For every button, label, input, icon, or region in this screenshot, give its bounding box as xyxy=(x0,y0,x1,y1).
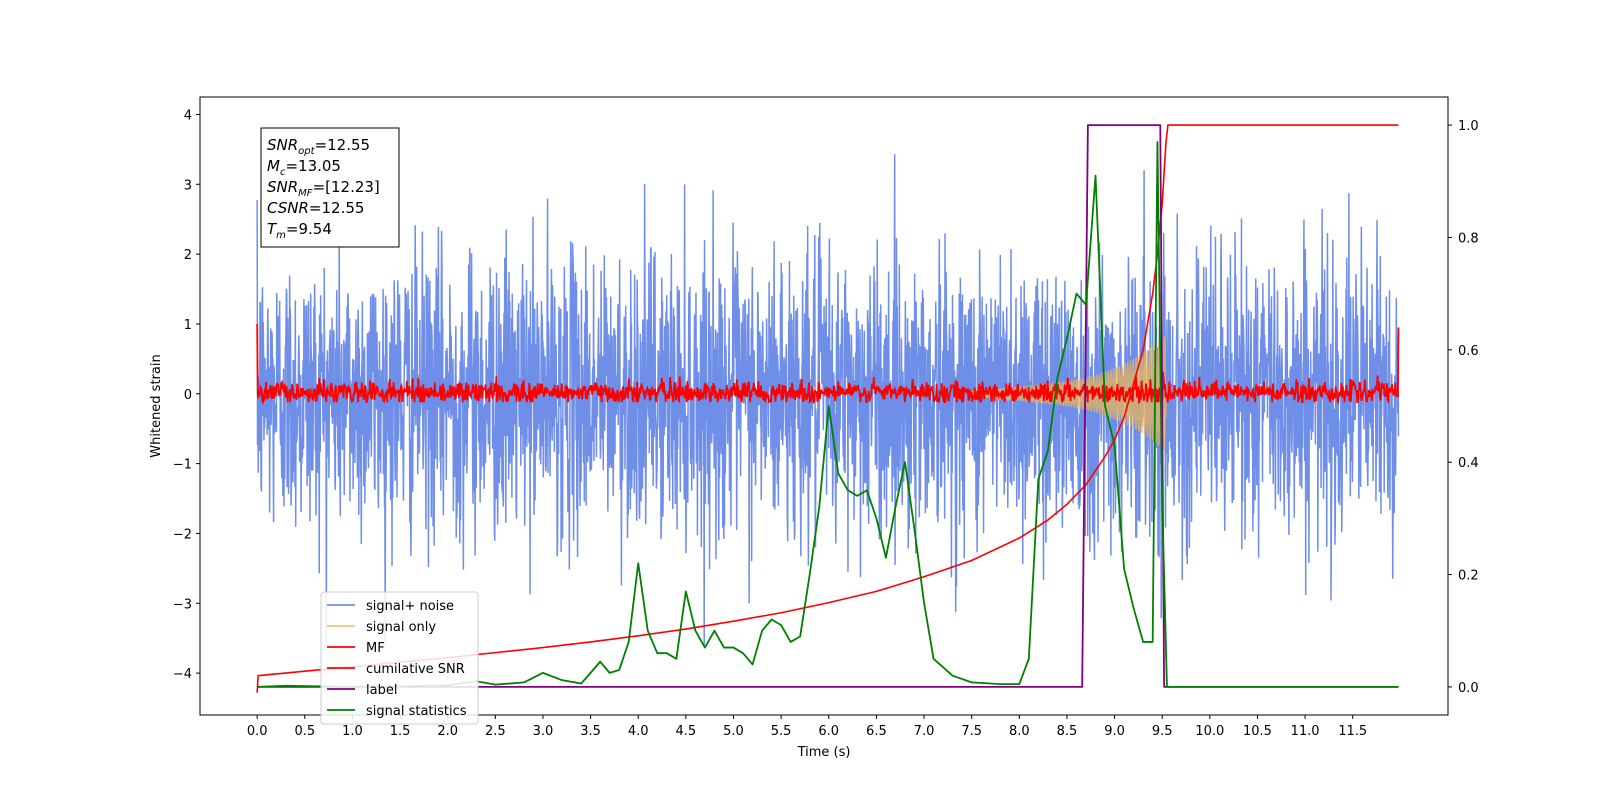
x-tick-label: 9.0 xyxy=(1104,724,1125,739)
y2-tick-label: 0.8 xyxy=(1458,231,1479,246)
y-tick-label: 4 xyxy=(184,108,192,123)
annotation-line: SNRopt=12.55 xyxy=(267,136,370,157)
x-tick-label: 11.0 xyxy=(1291,724,1320,739)
x-tick-label: 6.5 xyxy=(866,724,887,739)
annotation-line: Mc=13.05 xyxy=(267,157,341,178)
x-tick-label: 5.5 xyxy=(771,724,792,739)
legend-label: signal only xyxy=(366,620,436,635)
metrics-annotation-box: SNRopt=12.55Mc=13.05SNRMF=[12.23]CSNR=12… xyxy=(260,127,400,248)
x-tick-label: 2.5 xyxy=(485,724,506,739)
y-tick-label: −3 xyxy=(173,597,192,612)
y2-tick-label: 0.4 xyxy=(1458,456,1479,471)
y2-tick-label: 0.0 xyxy=(1458,681,1479,696)
y-tick-label: 1 xyxy=(184,318,192,333)
y-tick-label: 3 xyxy=(184,178,192,193)
series-mf xyxy=(256,323,1400,405)
x-tick-label: 0.0 xyxy=(247,724,268,739)
x-tick-label: 10.5 xyxy=(1243,724,1272,739)
annotation-line: Tm=9.54 xyxy=(267,220,332,241)
series-signal-statistics xyxy=(257,141,1399,688)
x-tick-label: 10.0 xyxy=(1195,724,1224,739)
x-tick-label: 3.5 xyxy=(580,724,601,739)
x-tick-label: 4.5 xyxy=(676,724,697,739)
y2-tick-label: 0.6 xyxy=(1458,344,1479,359)
y-tick-label: 2 xyxy=(184,248,192,263)
x-tick-label: 5.0 xyxy=(723,724,744,739)
x-tick-label: 2.0 xyxy=(437,724,458,739)
y-tick-label: −2 xyxy=(173,527,192,542)
x-tick-label: 4.0 xyxy=(628,724,649,739)
y2-tick-label: 0.2 xyxy=(1458,569,1479,584)
series-signal-noise xyxy=(256,154,1400,646)
legend-label: signal+ noise xyxy=(366,599,454,614)
annotation-line: CSNR=12.55 xyxy=(267,199,364,217)
y-axis-label: Whitened strain xyxy=(149,354,164,457)
x-tick-label: 8.5 xyxy=(1057,724,1078,739)
x-tick-label: 9.5 xyxy=(1152,724,1173,739)
x-tick-label: 3.0 xyxy=(533,724,554,739)
x-tick-label: 11.5 xyxy=(1338,724,1367,739)
y-tick-label: −4 xyxy=(173,667,192,682)
x-tick-label: 7.5 xyxy=(961,724,982,739)
legend: signal+ noise signal only MF cumilative SNR… xyxy=(320,591,479,725)
y-axis-right: 1.0 0.8 0.6 0.4 0.2 0.0 xyxy=(1448,119,1479,696)
x-tick-label: 8.0 xyxy=(1009,724,1030,739)
x-tick-label: 7.0 xyxy=(914,724,935,739)
y-axis-left: 4 3 2 1 0 −1 −2 −3 −4 xyxy=(173,108,200,682)
x-tick-label: 6.0 xyxy=(818,724,839,739)
legend-frame xyxy=(320,591,479,725)
annotation-line: SNRMF=[12.23] xyxy=(267,178,380,199)
x-axis-label: Time (s) xyxy=(797,745,851,760)
legend-label: signal statistics xyxy=(366,704,467,719)
x-tick-label: 1.5 xyxy=(390,724,411,739)
y-tick-label: 0 xyxy=(184,388,192,403)
legend-label: MF xyxy=(366,641,385,656)
axes-frame xyxy=(199,96,1449,716)
y2-tick-label: 1.0 xyxy=(1458,119,1479,134)
annotation-frame xyxy=(260,127,400,248)
x-axis: 0.0 0.5 1.0 1.5 2.0 2.5 3.0 3.5 4.0 4.5 5.0 5.5 6.0 6… xyxy=(247,715,1367,739)
y-tick-label: −1 xyxy=(173,458,192,473)
legend-label: label xyxy=(366,683,397,698)
x-tick-label: 1.0 xyxy=(342,724,363,739)
legend-label: cumilative SNR xyxy=(366,662,465,677)
x-tick-label: 0.5 xyxy=(294,724,315,739)
